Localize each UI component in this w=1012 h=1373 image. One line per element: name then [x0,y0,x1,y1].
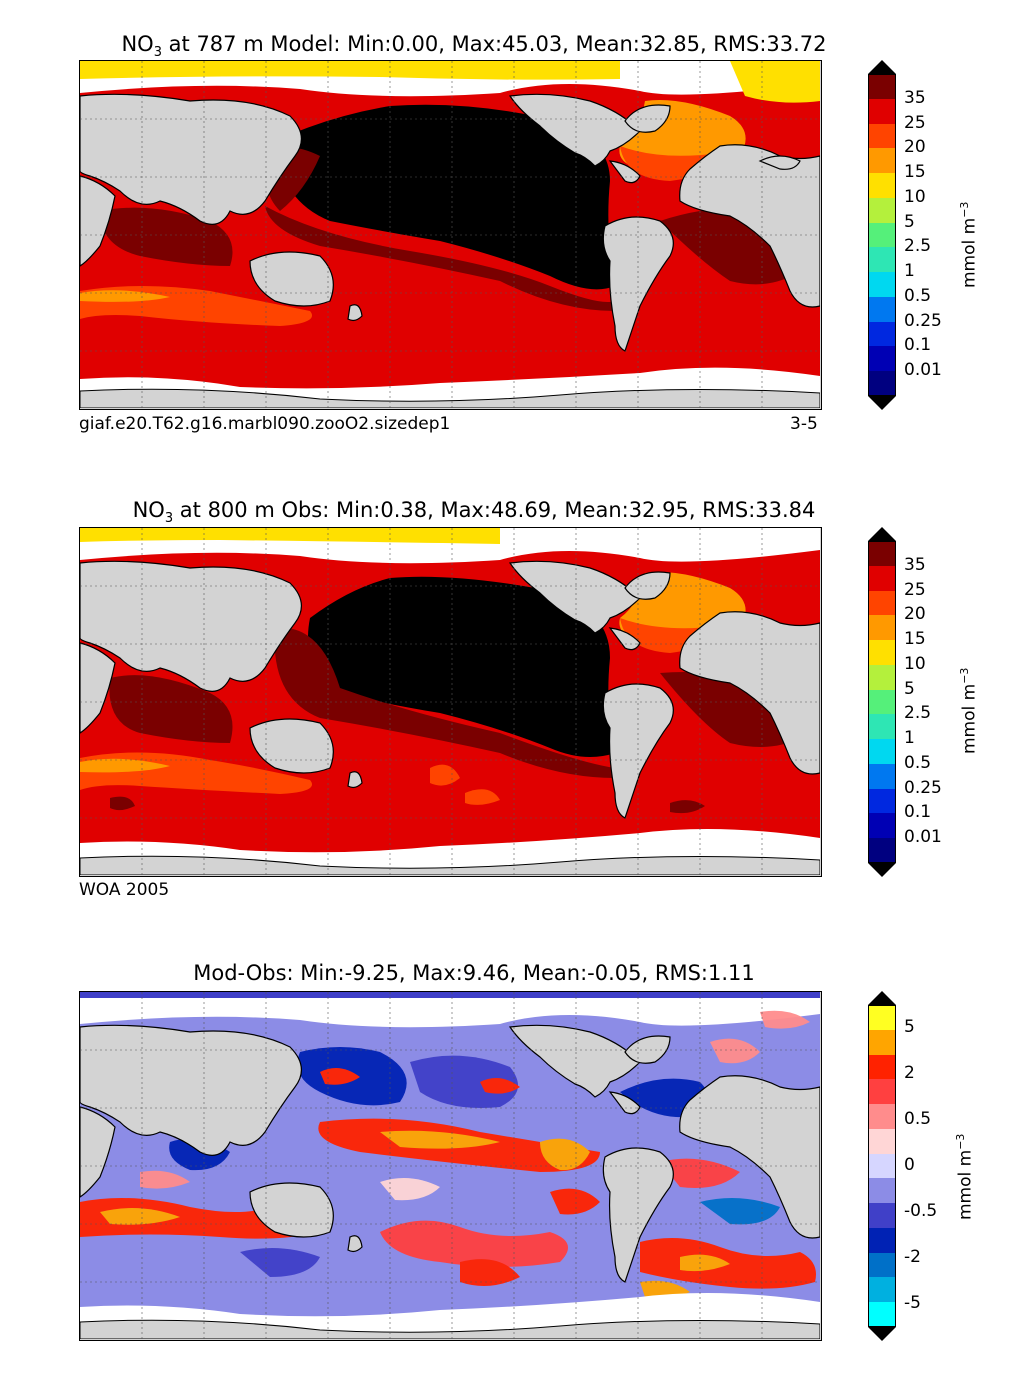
colorbar-segment [868,1128,896,1155]
colorbar-segment [868,739,896,765]
colorbar-tick-label: 2.5 [904,236,932,257]
colorbar-segment [868,590,896,616]
colorbar-segment [868,371,896,397]
colorbar-tick-label: 15 [904,162,926,183]
obs-map [79,527,822,877]
colorbar-segment [868,1203,896,1229]
model-panel: NO3 at 787 m Model: Min:0.00, Max:45.03,… [0,0,1012,460]
obs-map-svg [80,528,820,875]
colorbar-segment [868,148,896,174]
colorbar-extend-max [868,60,896,74]
colorbar-tick-label: -2 [904,1247,921,1267]
colorbar-tick-label: 20 [904,137,926,158]
colorbar-segment [868,321,896,347]
colorbar-segment [868,838,896,864]
colorbar-extend-min [868,396,896,410]
colorbar-tick-label: -5 [904,1293,921,1313]
colorbar-extend-min [868,863,896,877]
colorbar-tick-label: 5 [904,1017,915,1037]
obs-title: NO3 at 800 m Obs: Min:0.38, Max:48.69, M… [132,498,816,527]
colorbar-tick-label: 0.1 [904,802,932,823]
colorbar-tick-label: 10 [904,653,926,674]
colorbar-segment [868,247,896,273]
colorbar-tick-label: 2 [904,1063,915,1083]
colorbar-tick-label: 0.5 [904,1109,932,1129]
model-colorbar [868,60,896,410]
diff-colorbar [868,991,896,1341]
model-caption-left: giaf.e20.T62.g16.marbl090.zooO2.sizedep1 [79,414,451,434]
colorbar-segment [868,615,896,641]
colorbar-tick-label: 0.1 [904,335,932,356]
colorbar-tick-label: 25 [904,112,926,133]
colorbar-segment [868,1005,896,1031]
model-title: NO3 at 787 m Model: Min:0.00, Max:45.03,… [121,32,827,61]
colorbar-tick-label: 0.01 [904,827,942,848]
obs-caption-left: WOA 2005 [79,880,170,900]
colorbar-tick-label: 1 [904,728,915,749]
diff-map [79,991,822,1341]
colorbar-segment [868,1054,896,1080]
colorbar-tick-label: 15 [904,629,926,650]
colorbar-segment [868,1277,896,1303]
colorbar-tick-label: 0.25 [904,310,942,331]
colorbar-segment [868,74,896,100]
colorbar-segment [868,565,896,592]
colorbar-segment [868,1079,896,1105]
colorbar-segment [868,1302,896,1328]
model-map-svg [80,61,820,408]
colorbar-tick-label: 2.5 [904,703,932,724]
colorbar-tick-label: 0.5 [904,752,932,773]
colorbar-segment [868,664,896,691]
diff-title: Mod-Obs: Min:-9.25, Max:9.46, Mean:-0.05… [193,961,755,985]
colorbar-tick-label: 0.5 [904,285,932,306]
diff-map-svg [80,992,820,1339]
colorbar-segment [868,346,896,372]
colorbar-segment [868,123,896,149]
colorbar-segment [868,98,896,125]
diff-units-label: mmol m−3 [954,1133,976,1220]
colorbar-tick-label: 1 [904,261,915,282]
colorbar-tick-label: 20 [904,604,926,625]
colorbar-segment [868,1104,896,1130]
colorbar-extend-max [868,991,896,1005]
colorbar-segment [868,197,896,224]
colorbar-tick-label: 0.25 [904,777,942,798]
colorbar-segment [868,788,896,814]
colorbar-tick-label: 5 [904,678,915,699]
colorbar-tick-label: 35 [904,87,926,108]
colorbar-segment [868,813,896,839]
colorbar-tick-label: 0.01 [904,360,942,381]
colorbar-tick-label: 25 [904,579,926,600]
model-caption-right: 3-5 [790,414,818,434]
colorbar-tick-label: 35 [904,554,926,575]
colorbar-tick-label: 0 [904,1155,915,1175]
colorbar-extend-max [868,527,896,541]
colorbar-tick-label: -0.5 [904,1201,938,1221]
colorbar-segment [868,1153,896,1179]
obs-colorbar [868,527,896,877]
colorbar-segment [868,1029,896,1056]
colorbar-segment [868,640,896,666]
colorbar-segment [868,714,896,740]
colorbar-tick-label: 5 [904,211,915,232]
colorbar-segment [868,763,896,790]
colorbar-segment [868,689,896,715]
obs-panel: NO3 at 800 m Obs: Min:0.38, Max:48.69, M… [79,498,980,900]
colorbar-tick-label: 10 [904,186,926,207]
colorbar-segment [868,1252,896,1278]
colorbar-segment [868,296,896,323]
colorbar-segment [868,1178,896,1204]
colorbar-segment [868,541,896,567]
colorbar-segment [868,1227,896,1254]
colorbar-segment [868,272,896,298]
model-map [79,60,822,410]
colorbar-segment [868,173,896,199]
colorbar-extend-min [868,1327,896,1341]
colorbar-segment [868,222,896,248]
